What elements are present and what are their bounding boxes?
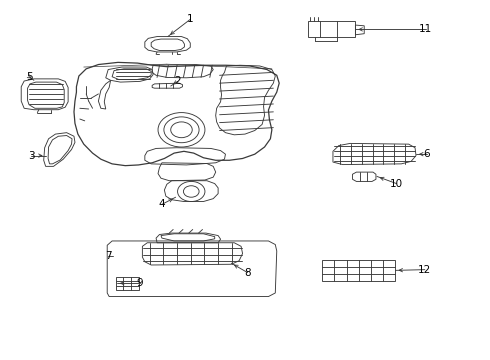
Text: 3: 3	[27, 150, 34, 161]
Text: 9: 9	[137, 278, 143, 288]
Text: 4: 4	[159, 199, 165, 210]
Text: 8: 8	[244, 267, 251, 278]
Text: 11: 11	[419, 24, 432, 35]
Text: 1: 1	[187, 14, 194, 24]
Text: 5: 5	[25, 72, 32, 82]
Text: 12: 12	[418, 265, 431, 275]
Text: 6: 6	[423, 149, 430, 159]
Text: 7: 7	[105, 251, 112, 261]
Text: 10: 10	[390, 179, 403, 189]
Text: 2: 2	[174, 76, 181, 86]
